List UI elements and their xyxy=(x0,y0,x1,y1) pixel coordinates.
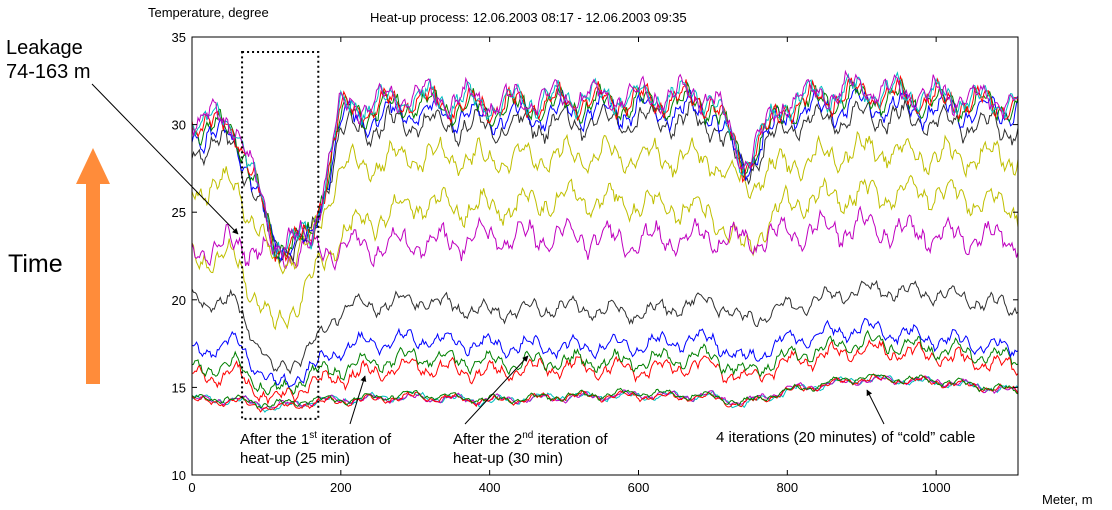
y-tick-label-15: 15 xyxy=(172,380,186,395)
series-line-6 xyxy=(192,329,1018,396)
x-tick-label-800: 800 xyxy=(776,480,798,495)
time-arrow-shaft xyxy=(86,182,100,384)
iteration-1-annotation: After the 1st iteration of heat-up (25 m… xyxy=(240,426,391,468)
x-axis-label: Meter, m xyxy=(1042,492,1093,507)
series-line-4 xyxy=(192,373,1018,409)
chart-title: Heat-up process: 12.06.2003 08:17 - 12.0… xyxy=(370,10,687,25)
series-line-9 xyxy=(192,174,1018,331)
series-layer xyxy=(192,69,1018,413)
series-line-12 xyxy=(192,98,1018,265)
x-tick-label-400: 400 xyxy=(479,480,501,495)
iteration-2-text-line2: heat-up (30 min) xyxy=(453,450,564,467)
time-label: Time xyxy=(8,250,63,278)
series-line-17 xyxy=(192,69,1018,259)
series-line-10 xyxy=(192,205,1018,272)
series-line-8 xyxy=(192,279,1018,375)
series-line-7 xyxy=(192,317,1018,388)
iteration-2-text-post: iteration of xyxy=(533,431,608,448)
series-line-15 xyxy=(192,74,1018,262)
plot-frame xyxy=(191,36,1019,476)
iteration-1-text-line2: heat-up (25 min) xyxy=(240,450,351,467)
y-tick-label-10: 10 xyxy=(172,468,186,483)
y-axis-label: Temperature, degree xyxy=(148,5,269,20)
x-tick-label-200: 200 xyxy=(330,480,352,495)
cold-cable-annotation: 4 iterations (20 minutes) of “cold” cabl… xyxy=(716,429,976,446)
iteration-1-text-post: iteration of xyxy=(317,431,392,448)
cold-cable-pointer-arrow xyxy=(866,389,885,425)
x-tick-label-1000: 1000 xyxy=(922,480,951,495)
iteration-2-superscript: nd xyxy=(522,430,534,441)
iteration-2-pointer-arrow xyxy=(464,355,529,425)
time-arrow xyxy=(76,148,110,384)
series-line-5 xyxy=(192,339,1018,406)
y-tick-label-25: 25 xyxy=(172,205,186,220)
iteration-1-text-pre: After the 1 xyxy=(240,431,310,448)
leakage-annotation-line1: Leakage xyxy=(6,37,83,59)
x-tick-label-0: 0 xyxy=(188,480,195,495)
time-arrow-head xyxy=(76,148,110,184)
leakage-region-box xyxy=(241,51,320,420)
iteration-1-pointer-arrow xyxy=(349,375,367,425)
iteration-2-annotation: After the 2nd iteration of heat-up (30 m… xyxy=(453,426,608,468)
series-line-14 xyxy=(192,78,1018,261)
series-line-13 xyxy=(192,87,1018,262)
series-line-3 xyxy=(192,373,1018,413)
leakage-annotation: Leakage 74-163 m xyxy=(6,36,91,84)
iteration-2-text-pre: After the 2 xyxy=(453,431,523,448)
y-tick-label-20: 20 xyxy=(172,293,186,308)
leakage-pointer-arrow xyxy=(91,83,239,235)
series-line-11 xyxy=(192,130,1018,275)
ticks-layer: 0 200 400 600 800 1000 10 15 20 25 30 35 xyxy=(172,30,1018,495)
leakage-annotation-line2: 74-163 m xyxy=(6,61,91,83)
series-line-1 xyxy=(192,374,1018,413)
x-tick-label-600: 600 xyxy=(628,480,650,495)
y-tick-label-35: 35 xyxy=(172,30,186,45)
iteration-1-superscript: st xyxy=(309,430,317,441)
y-tick-label-30: 30 xyxy=(172,118,186,133)
